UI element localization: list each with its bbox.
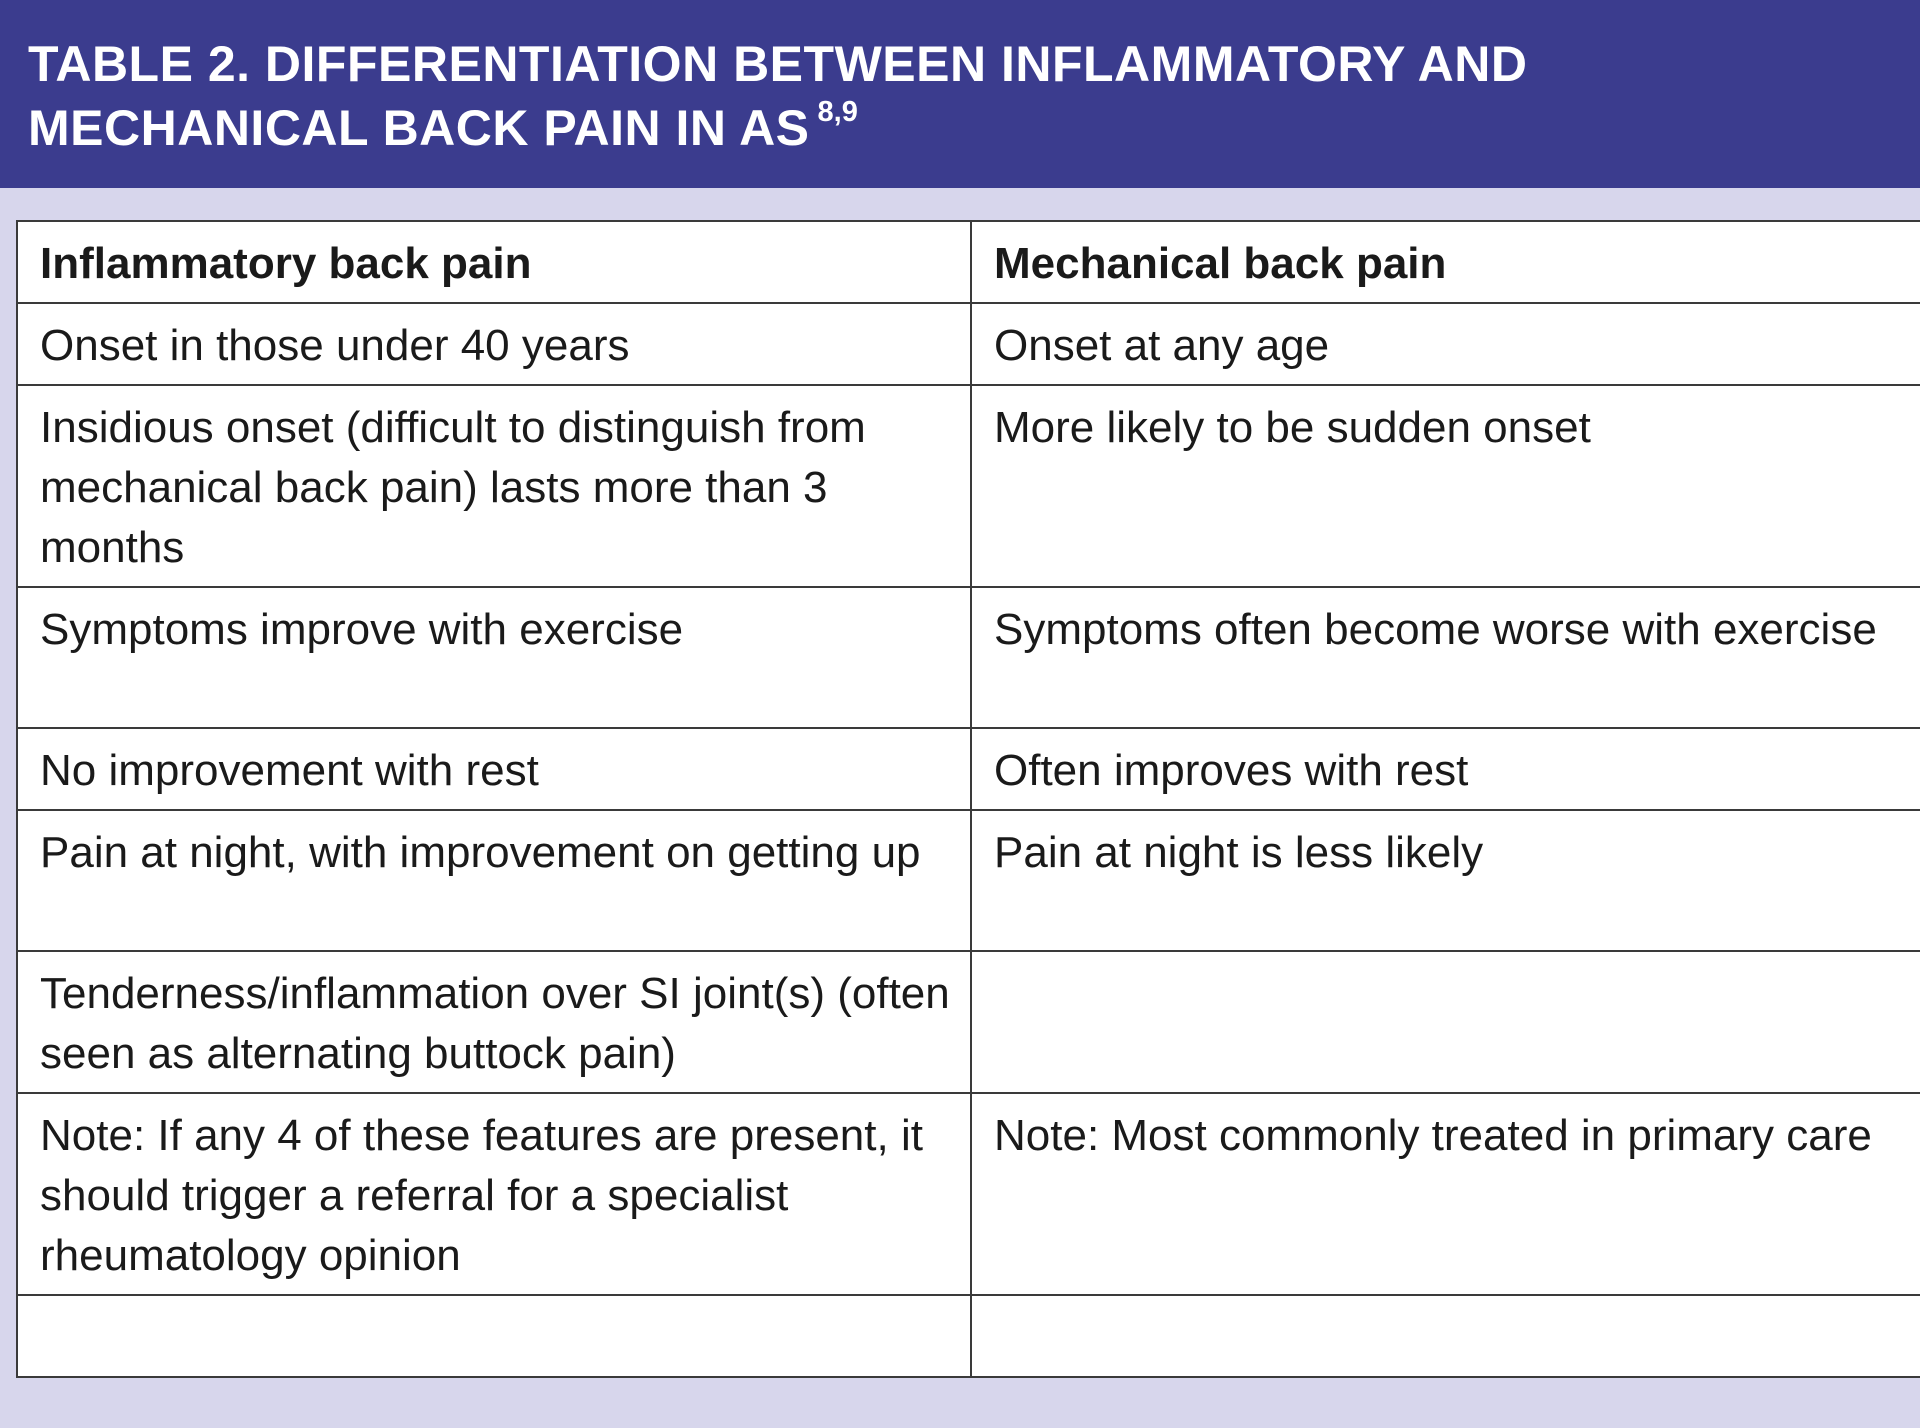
table-cell: Note: Most commonly treated in primary c… <box>970 1092 1920 1296</box>
table-cell: No improvement with rest <box>16 727 972 811</box>
table-row: Note: If any 4 of these features are pre… <box>16 1092 1920 1296</box>
table-row: Symptoms improve with exercise Symptoms … <box>16 586 1920 729</box>
title-line-1: TABLE 2. DIFFERENTIATION BETWEEN INFLAMM… <box>28 36 1528 92</box>
table-cell: Often improves with rest <box>970 727 1920 811</box>
table-cell: Tenderness/inflammation over SI joint(s)… <box>16 950 972 1094</box>
table-row: Onset in those under 40 years Onset at a… <box>16 302 1920 386</box>
table-cell: Symptoms often become worse with exercis… <box>970 586 1920 729</box>
table-cell <box>16 1294 972 1378</box>
table-cell: Symptoms improve with exercise <box>16 586 972 729</box>
table-row: Tenderness/inflammation over SI joint(s)… <box>16 950 1920 1094</box>
column-header-mechanical: Mechanical back pain <box>970 220 1920 304</box>
table-header-row: Inflammatory back pain Mechanical back p… <box>16 220 1920 304</box>
table-cell <box>970 1294 1920 1378</box>
table-row-empty <box>16 1294 1920 1378</box>
comparison-table-container: Inflammatory back pain Mechanical back p… <box>16 220 1920 1378</box>
comparison-table: Inflammatory back pain Mechanical back p… <box>16 220 1920 1378</box>
table-cell: Onset in those under 40 years <box>16 302 972 386</box>
table-row: Pain at night, with improvement on getti… <box>16 809 1920 952</box>
table-cell: Note: If any 4 of these features are pre… <box>16 1092 972 1296</box>
title-reference-superscript: 8,9 <box>817 96 858 128</box>
table-cell: Insidious onset (difficult to distinguis… <box>16 384 972 588</box>
table-cell: More likely to be sudden onset <box>970 384 1920 588</box>
table-row: No improvement with rest Often improves … <box>16 727 1920 811</box>
table-cell: Onset at any age <box>970 302 1920 386</box>
title-line-2-text: MECHANICAL BACK PAIN IN AS <box>28 100 810 156</box>
table-cell: Pain at night, with improvement on getti… <box>16 809 972 952</box>
table-title-banner: TABLE 2. DIFFERENTIATION BETWEEN INFLAMM… <box>0 0 1920 188</box>
table-row: Insidious onset (difficult to distinguis… <box>16 384 1920 588</box>
title-line-2: MECHANICAL BACK PAIN IN AS 8,9 <box>28 96 1920 160</box>
table-cell <box>970 950 1920 1094</box>
table-cell: Pain at night is less likely <box>970 809 1920 952</box>
column-header-inflammatory: Inflammatory back pain <box>16 220 972 304</box>
